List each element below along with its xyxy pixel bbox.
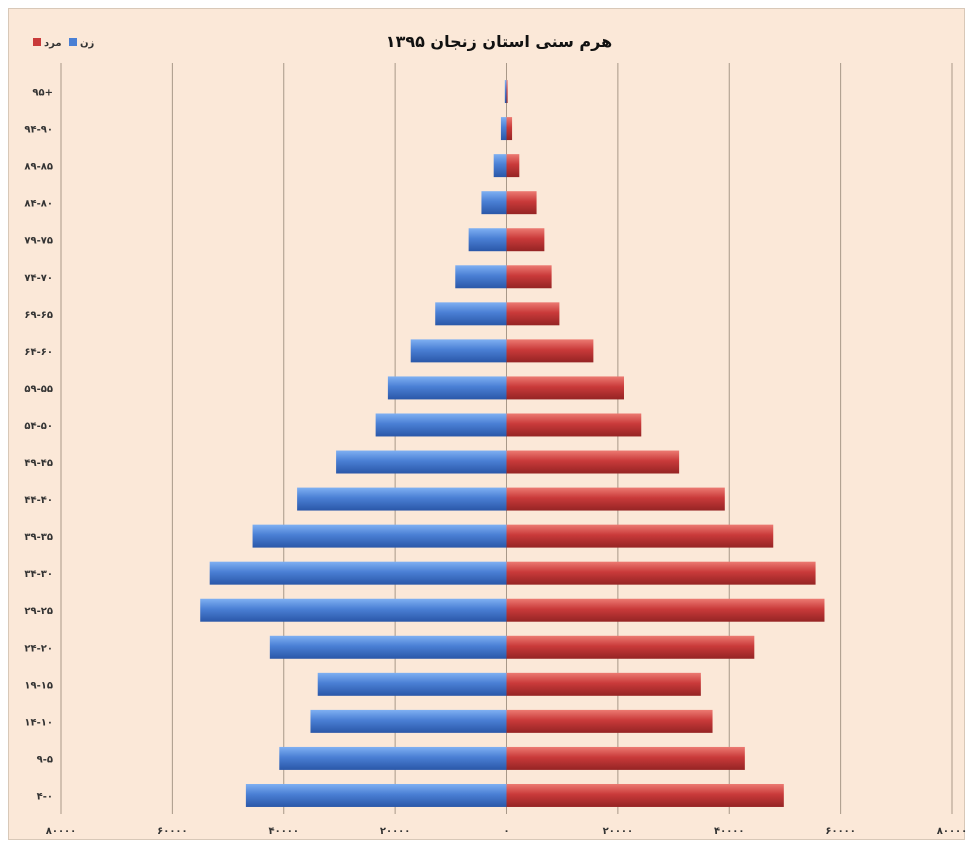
bar-male: [506, 783, 784, 807]
bar-female: [410, 339, 507, 363]
bar-female: [279, 746, 507, 770]
legend-item: مرد: [33, 38, 62, 49]
y-tick-label: ۴-۰: [37, 791, 53, 802]
bar-male: [506, 302, 560, 326]
y-tick-label: ۸۴-۸۰: [24, 199, 53, 210]
bar-male: [506, 413, 642, 437]
bar-female: [504, 80, 507, 104]
bar-male: [506, 746, 745, 770]
bar-female: [209, 561, 507, 585]
chart-title: هرم سنی استان زنجان ۱۳۹۵: [386, 32, 612, 51]
y-tick-label: ۲۴-۲۰: [24, 643, 53, 654]
bar-female: [245, 783, 507, 807]
bars: [200, 80, 825, 807]
x-tick-label: ۸۰۰۰۰: [46, 826, 77, 837]
x-axis-labels: ۸۰۰۰۰ ۶۰۰۰۰ ۴۰۰۰۰ ۲۰۰۰۰ ۰ ۲۰۰۰۰ ۴۰۰۰۰ ۶۰۰۰۰ ۸۰۰۰…: [46, 826, 966, 837]
bar-male: [506, 191, 537, 215]
bar-female: [481, 191, 507, 215]
x-tick-label: ۶۰۰۰۰: [825, 826, 856, 837]
bar-female: [455, 265, 507, 289]
legend-item: زن: [69, 38, 95, 49]
population-pyramid-chart: ۹۵+ ۹۴-۹۰ ۸۹-۸۵ ۸۴-۸۰ ۷۹-۷۵ ۷۴-۷۰ ۶۹-۶۵ ۶۴-۶۰ ۵۹…: [24, 32, 966, 837]
legend-label: زن: [80, 38, 95, 49]
bar-female: [375, 413, 507, 437]
bar-female: [468, 228, 507, 252]
bar-male: [506, 561, 816, 585]
bar-male: [506, 709, 713, 733]
bar-male: [506, 635, 755, 659]
bar-female: [387, 376, 507, 400]
legend-swatch: [69, 38, 77, 46]
bar-male: [506, 672, 701, 696]
y-tick-label: ۹۵+: [32, 88, 53, 99]
bar-female: [252, 524, 507, 548]
bar-female: [317, 672, 507, 696]
bar-male: [506, 376, 625, 400]
bar-male: [506, 598, 825, 622]
bar-female: [500, 117, 507, 141]
bar-male: [506, 450, 680, 474]
x-tick-label: ۰: [503, 826, 509, 837]
bar-female: [493, 154, 507, 178]
y-tick-label: ۶۹-۶۵: [24, 310, 53, 321]
x-tick-label: ۸۰۰۰۰: [937, 826, 966, 837]
bar-male: [506, 228, 545, 252]
x-tick-label: ۴۰۰۰۰: [714, 826, 745, 837]
bar-female: [200, 598, 507, 622]
y-tick-label: ۳۴-۳۰: [24, 569, 53, 580]
bar-female: [336, 450, 507, 474]
chart-frame: ۹۵+ ۹۴-۹۰ ۸۹-۸۵ ۸۴-۸۰ ۷۹-۷۵ ۷۴-۷۰ ۶۹-۶۵ ۶۴-۶۰ ۵۹…: [8, 8, 966, 840]
gridlines: [60, 63, 953, 814]
y-tick-label: ۶۴-۶۰: [24, 347, 53, 358]
y-tick-label: ۴۹-۴۵: [24, 458, 53, 469]
bar-male: [506, 265, 552, 289]
y-tick-label: ۸۹-۸۵: [24, 162, 53, 173]
x-tick-label: ۲۰۰۰۰: [603, 826, 634, 837]
bar-female: [310, 709, 507, 733]
y-tick-label: ۹۴-۹۰: [24, 125, 53, 136]
x-tick-label: ۶۰۰۰۰: [157, 826, 188, 837]
bar-male: [506, 117, 513, 141]
y-tick-label: ۹-۵: [37, 754, 53, 765]
y-tick-label: ۲۹-۲۵: [24, 606, 53, 617]
y-tick-label: ۵۹-۵۵: [24, 384, 53, 395]
bar-male: [506, 154, 520, 178]
y-tick-label: ۱۴-۱۰: [24, 717, 53, 728]
bar-female: [269, 635, 507, 659]
bar-male: [506, 80, 508, 104]
bar-male: [506, 524, 774, 548]
y-tick-label: ۷۴-۷۰: [24, 273, 53, 284]
bar-female: [297, 487, 507, 511]
y-axis-labels: ۹۵+ ۹۴-۹۰ ۸۹-۸۵ ۸۴-۸۰ ۷۹-۷۵ ۷۴-۷۰ ۶۹-۶۵ ۶۴-۶۰ ۵۹…: [24, 88, 53, 803]
bar-female: [435, 302, 507, 326]
x-tick-label: ۲۰۰۰۰: [380, 826, 411, 837]
legend: مرد زن: [33, 38, 95, 49]
x-tick-label: ۴۰۰۰۰: [268, 826, 299, 837]
bar-male: [506, 339, 594, 363]
y-tick-label: ۱۹-۱۵: [24, 680, 53, 691]
y-tick-label: ۵۴-۵۰: [24, 421, 53, 432]
y-tick-label: ۳۹-۳۵: [24, 532, 53, 543]
y-tick-label: ۴۴-۴۰: [24, 495, 53, 506]
y-tick-label: ۷۹-۷۵: [24, 236, 53, 247]
legend-label: مرد: [44, 38, 62, 49]
bar-male: [506, 487, 725, 511]
legend-swatch: [33, 38, 41, 46]
